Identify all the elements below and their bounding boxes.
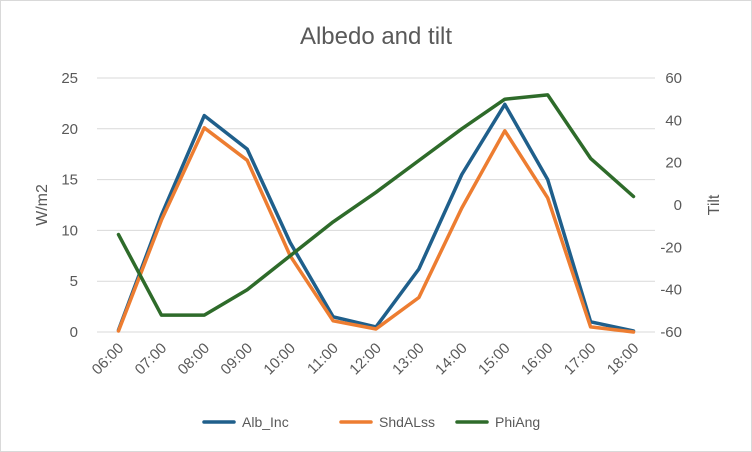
legend-label: PhiAng [495,414,540,430]
x-tick-label: 17:00 [561,340,600,379]
x-axis-ticks: 06:00 07:00 08:00 09:00 10:00 11:00 12:00 13:00… [89,340,643,379]
gridlines [97,77,655,333]
x-tick-label: 10:00 [260,340,299,379]
y2-tick-label: -20 [660,239,682,256]
y2-tick-label: 40 [665,112,682,129]
y-tick-label: 10 [61,222,78,239]
legend: Alb_Inc ShdALss PhiAng [202,414,540,430]
y-axis-label: W/m2 [34,184,51,226]
y2-tick-label: 60 [665,70,682,87]
x-tick-label: 08:00 [175,340,214,379]
x-tick-label: 18:00 [604,340,643,379]
left-axis-ticks: 0 5 10 15 20 25 [61,70,78,341]
x-tick-label: 06:00 [89,340,128,379]
series-lines [116,93,636,334]
series-line-phiang [116,93,636,317]
y2-tick-label: -60 [660,324,682,341]
x-tick-label: 09:00 [217,340,256,379]
y2-tick-label: -40 [660,282,682,299]
x-tick-label: 13:00 [389,340,428,379]
y2-tick-label: 20 [665,155,682,172]
y-tick-label: 5 [70,273,78,290]
x-tick-label: 11:00 [304,340,342,378]
y-tick-label: 20 [61,121,78,138]
legend-label: Alb_Inc [242,414,289,430]
x-tick-label: 15:00 [475,340,514,379]
x-tick-label: 12:00 [346,340,385,379]
y-tick-label: 15 [61,172,78,189]
series-line-alb-inc [116,102,636,333]
x-tick-label: 14:00 [432,340,471,379]
series-line-shdalss [116,126,636,334]
y2-tick-label: 0 [674,197,682,214]
x-tick-label: 16:00 [518,340,557,379]
y-tick-label: 0 [70,324,78,341]
y2-axis-label: Tilt [706,194,723,215]
chart-title: Albedo and tilt [300,23,452,50]
legend-label: ShdALss [379,414,435,430]
right-axis-ticks: -60 -40 -20 0 20 40 60 [660,70,682,341]
y-tick-label: 25 [61,70,78,87]
x-tick-label: 07:00 [132,340,171,379]
